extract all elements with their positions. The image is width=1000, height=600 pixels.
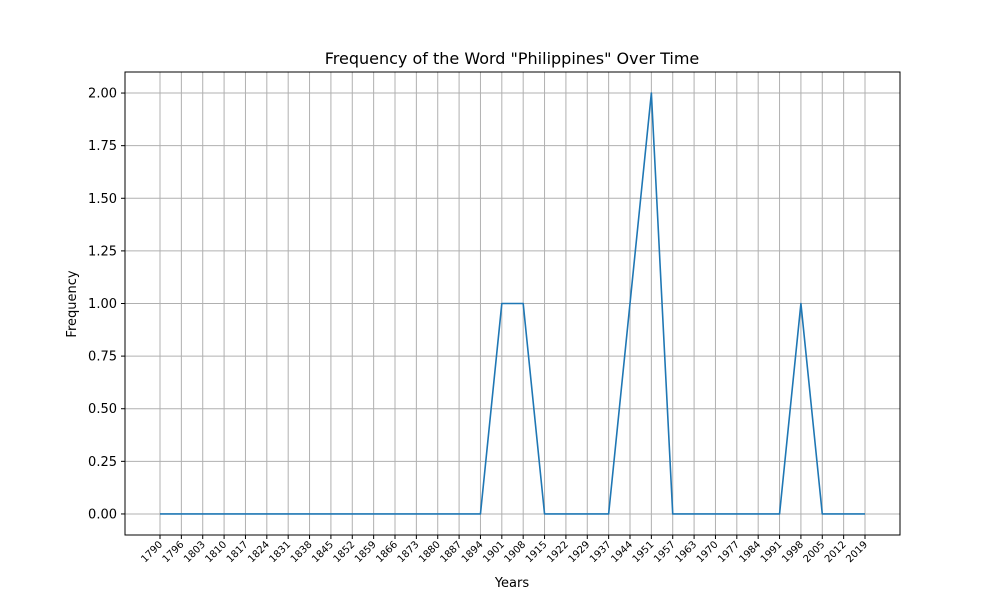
- y-axis-label: Frequency: [65, 270, 80, 337]
- y-tick-label: 0.75: [88, 350, 117, 365]
- y-tick-label: 1.75: [88, 139, 117, 154]
- x-tick-label: 1937: [588, 539, 614, 565]
- series-layer: [160, 92, 865, 515]
- x-tick-label: 1963: [673, 539, 699, 565]
- y-axis-ticks: 0.00 0.25 0.50 0.75 1.00 1.25 1.50 1.75 2.00: [88, 87, 125, 522]
- x-tick-label: 2005: [802, 539, 828, 565]
- x-tick-label: 1915: [524, 539, 550, 565]
- x-tick-label: 2019: [844, 539, 870, 565]
- x-tick-label: 1951: [631, 539, 657, 565]
- x-tick-label: 1977: [716, 539, 742, 565]
- x-tick-label: 1984: [738, 539, 764, 565]
- x-tick-label: 1970: [695, 539, 721, 565]
- x-tick-label: 1790: [139, 539, 165, 565]
- y-tick-label: 0.50: [88, 402, 117, 417]
- x-tick-label: 1880: [417, 539, 443, 565]
- x-tick-label: 1866: [374, 539, 400, 565]
- x-tick-label: 1810: [203, 539, 229, 565]
- x-tick-label: 1998: [780, 539, 806, 565]
- x-tick-label: 1908: [503, 539, 529, 565]
- x-tick-label: 1824: [246, 539, 272, 565]
- y-tick-label: 2.00: [88, 87, 117, 102]
- x-tick-label: 1873: [396, 539, 422, 565]
- y-tick-label: 0.00: [88, 507, 117, 522]
- grid: [125, 72, 900, 535]
- x-tick-label: 1852: [332, 539, 358, 565]
- x-tick-label: 1845: [310, 539, 336, 565]
- chart-title: Frequency of the Word "Philippines" Over…: [325, 49, 700, 68]
- y-tick-label: 1.00: [88, 297, 117, 312]
- x-tick-label: 1957: [652, 539, 678, 565]
- x-axis-ticks: 1790179618031810181718241831183818451852…: [139, 535, 870, 565]
- x-tick-label: 1901: [481, 539, 507, 565]
- y-tick-label: 0.25: [88, 455, 117, 470]
- x-tick-label: 1796: [161, 539, 187, 565]
- x-tick-label: 1894: [460, 539, 486, 565]
- x-tick-label: 1831: [268, 539, 294, 565]
- x-tick-label: 1887: [438, 539, 464, 565]
- series-line: [160, 92, 865, 515]
- x-tick-label: 2012: [823, 539, 849, 565]
- x-tick-label: 1817: [225, 539, 251, 565]
- x-axis-label: Years: [494, 576, 530, 591]
- x-tick-label: 1929: [567, 539, 593, 565]
- y-tick-label: 1.25: [88, 244, 117, 259]
- x-tick-label: 1859: [353, 539, 379, 565]
- x-tick-label: 1803: [182, 539, 208, 565]
- y-tick-label: 1.50: [88, 192, 117, 207]
- x-tick-label: 1991: [759, 539, 785, 565]
- x-tick-label: 1838: [289, 539, 315, 565]
- x-tick-label: 1922: [545, 539, 571, 565]
- x-tick-label: 1944: [609, 539, 635, 565]
